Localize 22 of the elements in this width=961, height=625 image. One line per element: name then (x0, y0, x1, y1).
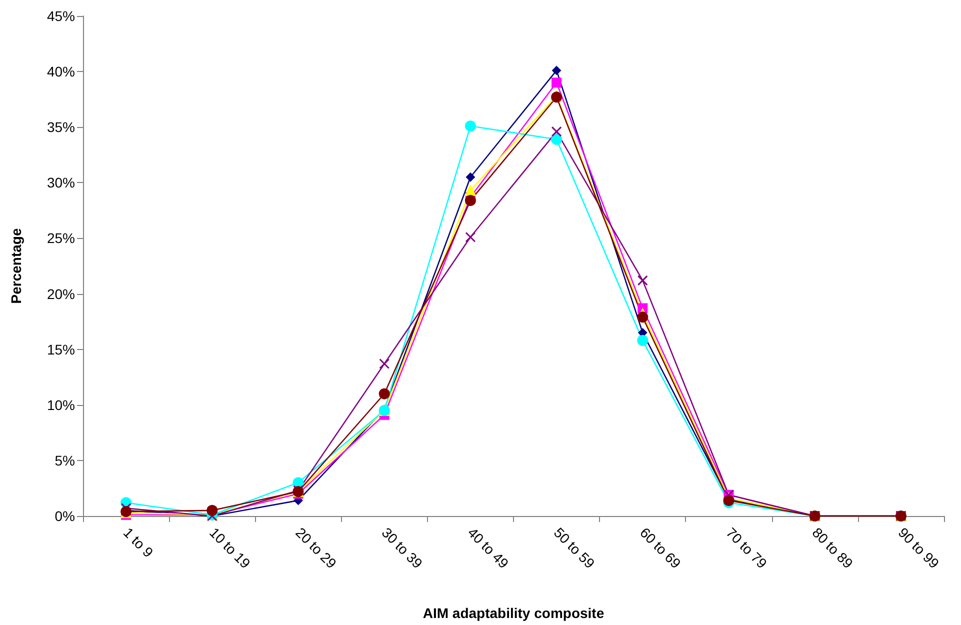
x-tick-label: 50 to 59 (550, 524, 598, 572)
y-tick-label: 15% (46, 341, 75, 358)
y-tick-label: 25% (46, 230, 75, 246)
x-tick-label: 10 to 19 (206, 524, 254, 572)
y-tick-label: 35% (46, 119, 75, 136)
y-tick-label: 0% (54, 508, 75, 524)
y-tick-label: 40% (46, 64, 75, 80)
y-tick-label: 5% (54, 452, 75, 468)
y-tick-label: 45% (46, 8, 75, 24)
y-tick-label: 10% (46, 396, 75, 413)
y-tick-label: 20% (46, 286, 75, 302)
x-tick-label: 20 to 29 (292, 524, 340, 572)
x-tick-label: 60 to 69 (636, 524, 684, 572)
x-tick-label: 1 to 9 (120, 524, 157, 561)
x-axis-title: AIM adaptability composite (422, 605, 604, 621)
x-tick-label: 40 to 49 (464, 524, 512, 572)
x-tick-label: 90 to 99 (895, 524, 943, 572)
y-axis-title: Percentage (8, 228, 24, 304)
y-tick-label: 30% (46, 174, 75, 191)
x-tick-label: 80 to 89 (809, 524, 856, 572)
x-tick-label: 70 to 79 (723, 524, 770, 572)
x-tick-label: 30 to 39 (378, 524, 426, 572)
